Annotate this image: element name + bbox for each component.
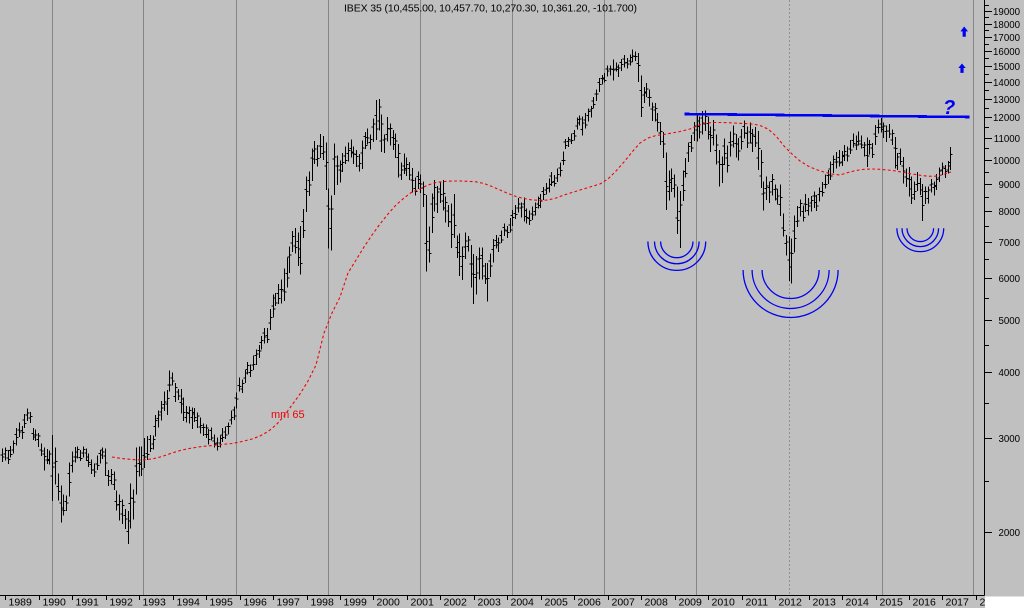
svg-text:1993: 1993 <box>143 597 167 608</box>
svg-text:4000: 4000 <box>998 368 1020 379</box>
svg-text:IBEX 35 (10,455.00, 10,457.70,: IBEX 35 (10,455.00, 10,457.70, 10,270.30… <box>344 3 637 15</box>
svg-text:?: ? <box>943 97 955 119</box>
svg-text:2000: 2000 <box>377 597 401 608</box>
svg-text:2011: 2011 <box>746 597 769 608</box>
svg-text:1999: 1999 <box>344 597 368 608</box>
svg-text:2010: 2010 <box>712 597 736 608</box>
svg-text:2008: 2008 <box>645 597 669 608</box>
svg-text:12000: 12000 <box>993 113 1021 124</box>
svg-text:2: 2 <box>980 597 986 608</box>
svg-text:3000: 3000 <box>998 434 1020 445</box>
svg-text:2002: 2002 <box>444 597 468 608</box>
svg-text:1990: 1990 <box>43 597 67 608</box>
svg-text:2009: 2009 <box>679 597 703 608</box>
svg-text:13000: 13000 <box>993 95 1021 106</box>
svg-text:2003: 2003 <box>478 597 502 608</box>
svg-text:17000: 17000 <box>993 33 1021 44</box>
svg-text:1989: 1989 <box>9 597 33 608</box>
svg-text:1996: 1996 <box>244 597 268 608</box>
svg-text:2012: 2012 <box>779 597 803 608</box>
svg-text:2016: 2016 <box>913 597 937 608</box>
svg-text:2015: 2015 <box>880 597 904 608</box>
svg-text:1998: 1998 <box>311 597 335 608</box>
svg-text:10000: 10000 <box>993 156 1021 167</box>
svg-text:2007: 2007 <box>612 597 636 608</box>
svg-text:2005: 2005 <box>545 597 569 608</box>
svg-text:2001: 2001 <box>411 597 435 608</box>
svg-text:11000: 11000 <box>994 134 1021 145</box>
svg-text:19000: 19000 <box>993 7 1021 18</box>
svg-text:2004: 2004 <box>511 597 535 608</box>
svg-text:2013: 2013 <box>813 597 837 608</box>
svg-text:9000: 9000 <box>998 180 1020 191</box>
svg-text:2006: 2006 <box>578 597 602 608</box>
svg-text:1995: 1995 <box>210 597 234 608</box>
svg-text:2014: 2014 <box>846 597 870 608</box>
svg-text:7000: 7000 <box>998 238 1020 249</box>
svg-text:1994: 1994 <box>177 597 201 608</box>
svg-text:8000: 8000 <box>998 207 1020 218</box>
svg-text:16000: 16000 <box>993 47 1021 58</box>
svg-text:2017: 2017 <box>946 597 970 608</box>
svg-text:15000: 15000 <box>993 62 1021 73</box>
svg-text:2000: 2000 <box>998 528 1020 539</box>
svg-text:5000: 5000 <box>998 316 1020 327</box>
svg-text:14000: 14000 <box>993 78 1021 89</box>
svg-text:18000: 18000 <box>993 20 1021 31</box>
svg-text:mm 65: mm 65 <box>271 409 305 421</box>
svg-text:1997: 1997 <box>277 597 301 608</box>
svg-text:1992: 1992 <box>110 597 134 608</box>
svg-text:6000: 6000 <box>998 274 1020 285</box>
svg-text:1991: 1991 <box>76 597 100 608</box>
